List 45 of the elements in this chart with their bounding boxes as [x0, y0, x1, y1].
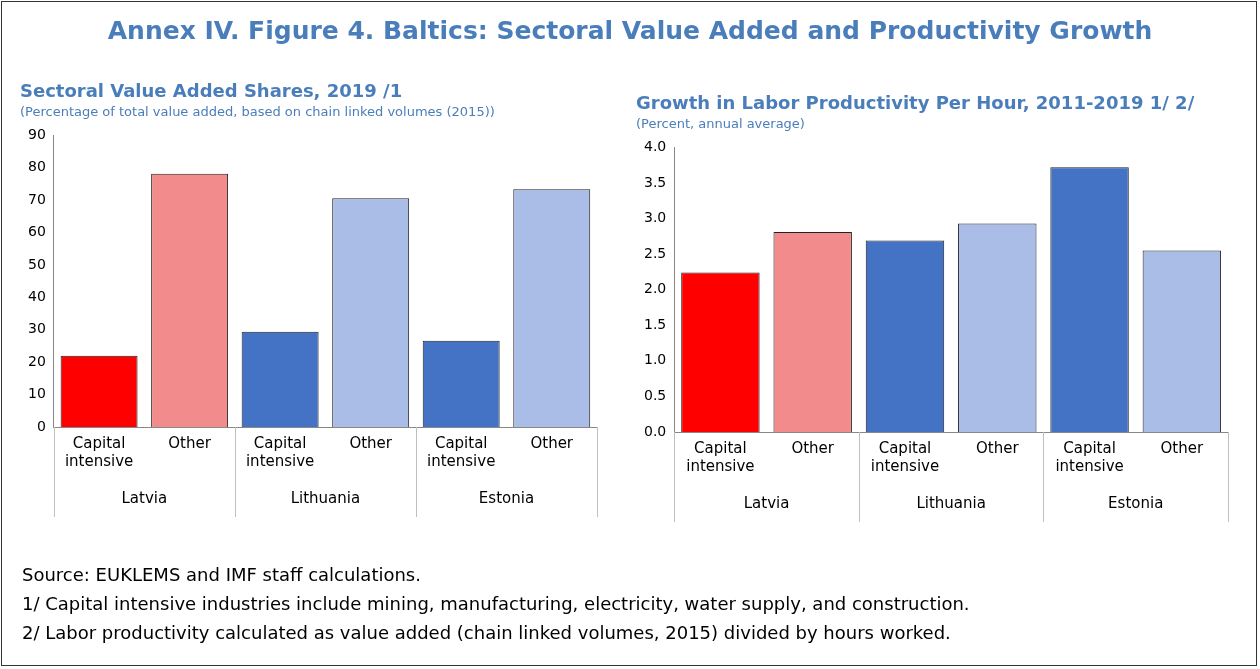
y-tick-label: 90	[27, 126, 46, 143]
text: Latvia	[743, 493, 790, 512]
x-tick-label: Other	[975, 438, 1020, 457]
text: Estonia	[478, 488, 535, 507]
y-tick-label: 50	[27, 255, 46, 272]
chart-subtitle: (Percentage of total value added, based on chain linked volumes (2015))	[20, 104, 496, 119]
y-tick-label: 0.0	[644, 422, 667, 439]
text: Lithuania	[290, 488, 361, 507]
y-tick-label: 0	[36, 417, 46, 434]
text: Annex IV. Figure 4. Baltics: Sectoral Value Added and Productivity Growth	[106, 16, 1154, 45]
text: 1/ Capital intensive industries include mining, manufacturing, electricity, water supply, and construction.	[22, 592, 970, 616]
y-tick-label: 4.0	[644, 138, 667, 155]
y-tick-label: 10	[27, 385, 46, 402]
y-tick-label: 40	[27, 288, 46, 305]
y-tick-label: 1.0	[644, 351, 667, 368]
y-tick-label: 60	[27, 223, 46, 240]
y-tick-label: 0.5	[644, 387, 667, 404]
chart-title: Growth in Labor Productivity Per Hour, 2011-2019 1/ 2/	[636, 92, 1196, 113]
y-tick-label: 1.5	[644, 315, 667, 332]
y-tick-label: 30	[27, 320, 46, 337]
chart-title: Sectoral Value Added Shares, 2019 /1	[20, 80, 404, 101]
text: Latvia	[121, 488, 168, 507]
y-tick-label: 3.5	[644, 173, 667, 190]
x-tick-label: Capital intensive	[686, 438, 755, 475]
x-tick-label: Other	[349, 433, 393, 452]
x-tick-label: Other	[1160, 438, 1204, 457]
text: Estonia	[1108, 493, 1164, 512]
x-tick-label: Capital intensive	[64, 433, 134, 470]
y-tick-label: 70	[27, 190, 46, 207]
source-note: Source: EUKLEMS and IMF staff calculations.	[22, 563, 422, 587]
y-tick-label: 2.5	[644, 244, 667, 261]
x-tick-label: Other	[791, 438, 835, 457]
x-tick-label: Capital intensive	[245, 433, 315, 470]
x-tick-label: Other	[530, 433, 574, 452]
text: Lithuania	[916, 493, 986, 512]
x-tick-label: Other	[168, 433, 212, 452]
y-tick-label: 2.0	[644, 280, 667, 297]
x-tick-label: Capital intensive	[870, 438, 940, 475]
x-tick-label: Capital intensive	[1055, 438, 1124, 475]
y-tick-label: 20	[27, 352, 46, 369]
text: 2/ Labor productivity calculated as value added (chain linked volumes, 2015) divided by hours worked.	[22, 621, 952, 645]
x-tick-label: Capital intensive	[427, 433, 496, 470]
y-tick-label: 3.0	[644, 209, 667, 226]
y-tick-label: 80	[27, 158, 46, 175]
chart-subtitle: (Percent, annual average)	[636, 116, 806, 131]
